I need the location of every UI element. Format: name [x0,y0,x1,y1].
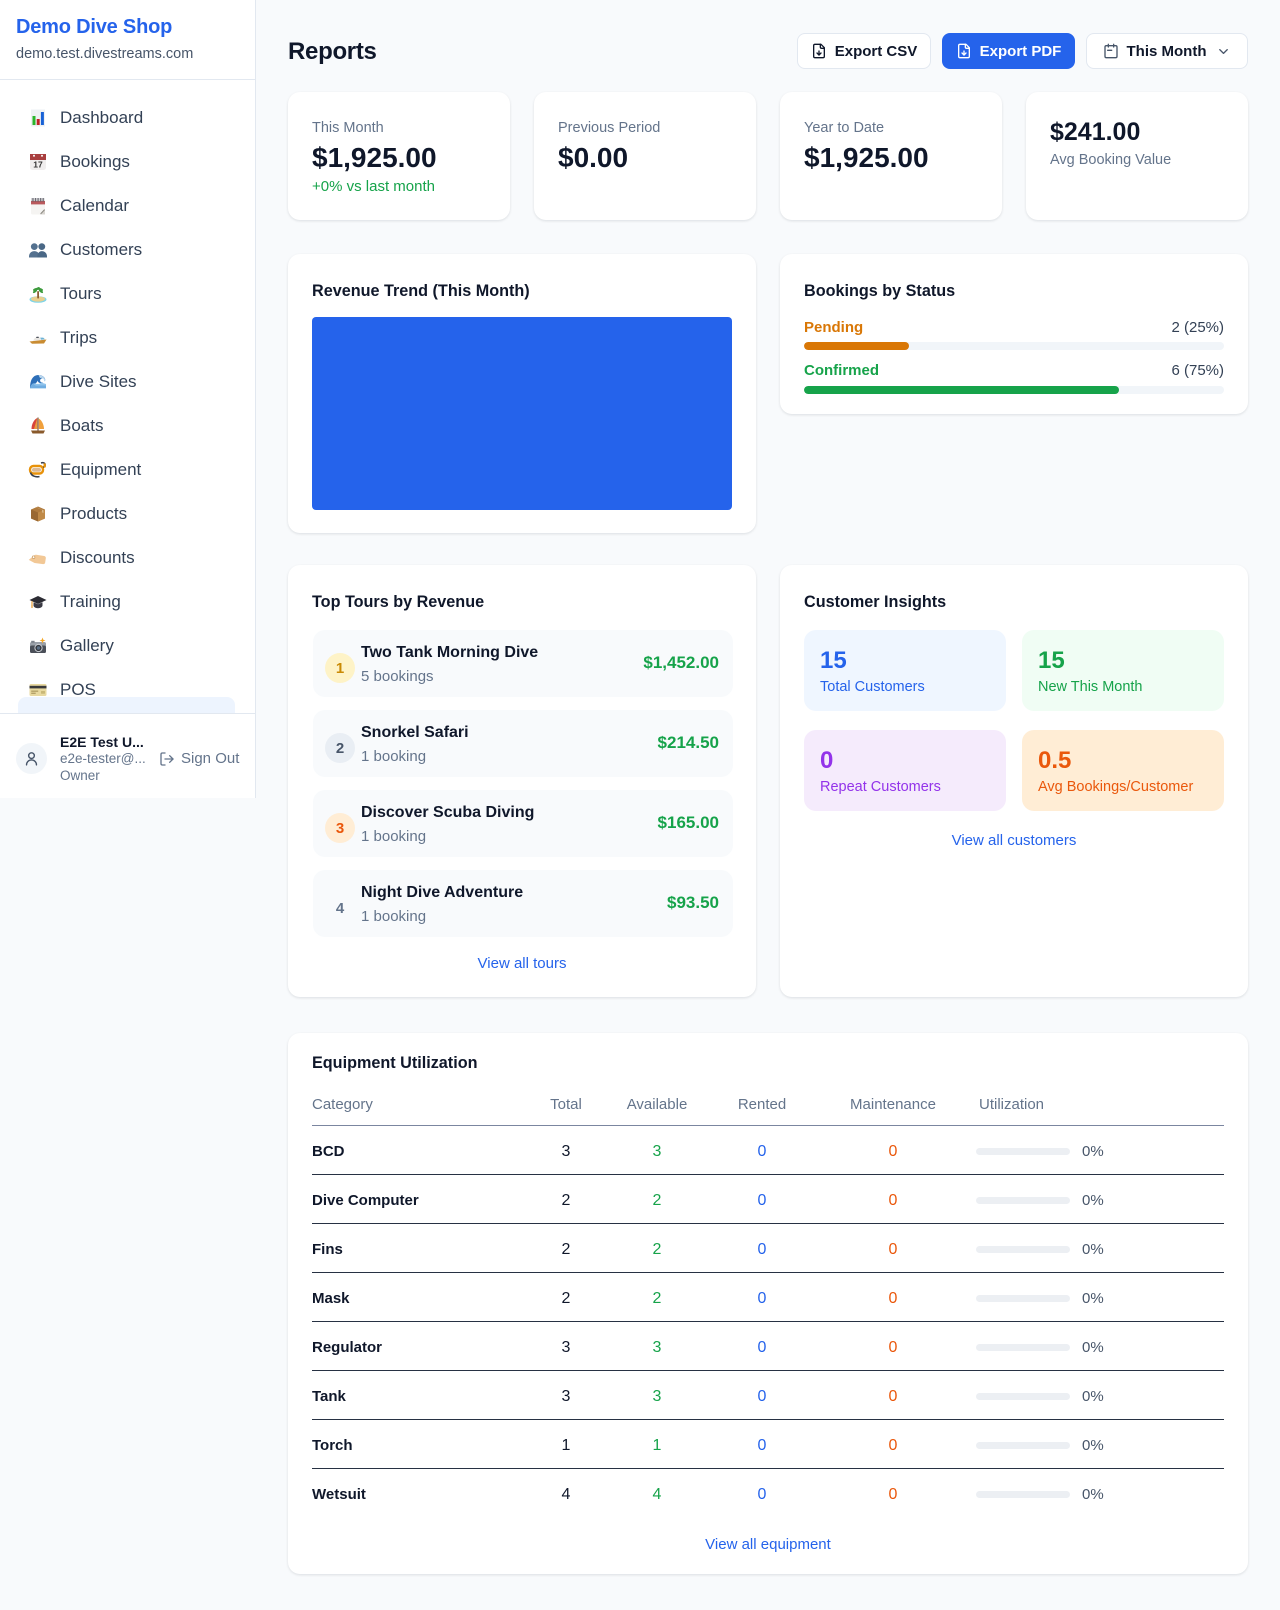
svg-text:17: 17 [33,160,43,170]
